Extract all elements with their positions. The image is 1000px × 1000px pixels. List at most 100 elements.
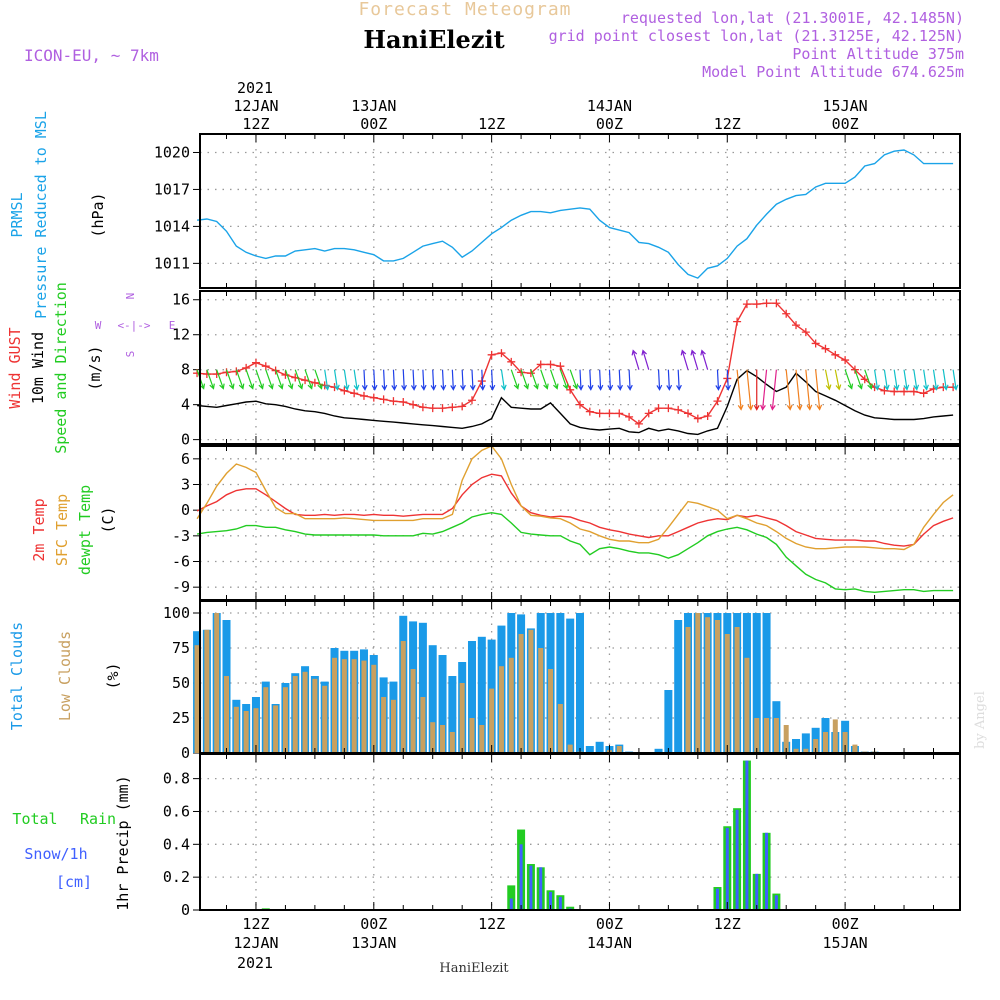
- total-cloud-bar: [556, 613, 565, 753]
- gust-marker: [310, 378, 319, 387]
- compass-north: N: [124, 293, 137, 300]
- snow-bar: [519, 844, 523, 910]
- top-hour-label: 00Z: [360, 115, 387, 133]
- gust-marker: [595, 409, 604, 418]
- snow-bar: [558, 896, 562, 910]
- low-cloud-bar: [214, 613, 220, 753]
- low-clouds-label: Low Clouds: [56, 631, 74, 721]
- meteogram-title: Forecast Meteogram: [358, 0, 571, 20]
- low-cloud-bar: [341, 659, 347, 753]
- gust-marker: [664, 404, 673, 413]
- wind-direction-arrow: [824, 369, 832, 391]
- gust-marker: [438, 404, 447, 413]
- wind-direction-arrow: [864, 369, 873, 390]
- wind-direction-arrow: [903, 369, 910, 391]
- wind-direction-arrow: [815, 369, 823, 411]
- snow-bar: [765, 832, 769, 910]
- wind-direction-arrow: [641, 349, 650, 370]
- gust-marker: [900, 387, 909, 396]
- low-cloud-bar: [194, 645, 200, 753]
- gust-marker: [576, 400, 584, 409]
- gust-marker: [713, 397, 722, 406]
- gust-marker: [379, 395, 388, 404]
- gust-marker: [566, 385, 575, 394]
- bottom-date-label: 14JAN: [587, 934, 632, 952]
- gust-marker: [409, 400, 418, 409]
- wind-direction-arrow: [294, 369, 304, 390]
- low-cloud-bar: [322, 685, 328, 753]
- top-hour-label: 12Z: [478, 115, 505, 133]
- bottom-hour-label: 12Z: [714, 915, 741, 933]
- ytick-label-pressure: 1017: [154, 180, 190, 198]
- compass-south: S: [124, 351, 137, 358]
- gust-marker: [359, 391, 368, 400]
- low-cloud-bar: [714, 620, 720, 753]
- gust-marker: [251, 358, 260, 367]
- temp-unit: (C): [99, 506, 117, 533]
- wind-direction-arrow: [676, 369, 682, 391]
- low-cloud-bar: [734, 627, 740, 753]
- gust-marker: [831, 350, 840, 359]
- low-cloud-bar: [410, 669, 416, 753]
- low-cloud-bar: [479, 725, 485, 753]
- wind-direction-arrow: [284, 369, 294, 390]
- low-cloud-bar: [793, 748, 799, 753]
- model-point-altitude: Model Point Altitude 674.625m: [702, 63, 964, 81]
- wind-direction-arrow: [666, 369, 673, 391]
- wind-direction-arrow: [304, 369, 314, 390]
- wind-direction-arrow: [760, 369, 768, 411]
- wind-direction-arrow: [626, 369, 633, 391]
- wind-direction-arrow: [469, 369, 476, 391]
- gust-marker: [880, 386, 889, 395]
- low-cloud-bar: [528, 629, 534, 753]
- compass-east: E: [169, 319, 176, 332]
- ytick-label-precipitation: 0.8: [163, 770, 190, 788]
- gust-marker: [369, 393, 378, 402]
- snow-unit-label: [cm]: [56, 873, 92, 891]
- wind-direction-arrow: [206, 369, 215, 390]
- low-cloud-bar: [243, 711, 249, 753]
- gust-marker: [399, 398, 408, 407]
- wind-label: 10m Wind: [29, 332, 47, 404]
- wind-direction-arrow: [275, 369, 284, 390]
- year-label-top: 2021: [237, 79, 273, 97]
- gust-marker: [222, 368, 231, 377]
- gust-marker: [644, 409, 653, 418]
- wind-direction-arrow: [343, 369, 350, 391]
- low-cloud-bar: [813, 739, 819, 753]
- wind-direction-arrow: [255, 369, 264, 390]
- gust-marker: [261, 362, 270, 371]
- total-cloud-bar: [418, 622, 427, 753]
- total-cloud-bar: [467, 641, 476, 753]
- ytick-label-precipitation: 0.2: [163, 868, 190, 886]
- gust-marker: [546, 360, 555, 369]
- low-cloud-bar: [233, 706, 239, 753]
- ytick-label-pressure: 1014: [154, 217, 190, 235]
- gust-marker: [585, 407, 594, 416]
- pressure-label-1: PRMSL: [8, 192, 26, 237]
- gust-marker: [841, 356, 850, 365]
- wind-direction-arrow: [597, 369, 604, 391]
- low-cloud-bar: [440, 725, 446, 753]
- ytick-label-wind: 12: [172, 326, 190, 344]
- wind-direction-arrow: [450, 369, 457, 391]
- total-cloud-bar: [792, 739, 801, 753]
- gust-marker: [782, 309, 791, 318]
- clouds-unit: (%): [104, 662, 122, 689]
- low-cloud-bar: [508, 657, 514, 753]
- low-cloud-bar: [469, 718, 475, 753]
- total-clouds-label: Total Clouds: [8, 622, 26, 730]
- low-cloud-bar: [548, 669, 554, 753]
- low-cloud-bar: [449, 732, 455, 753]
- gust-marker: [497, 349, 506, 358]
- low-cloud-bar: [616, 746, 622, 753]
- ytick-label-precipitation: 0: [181, 901, 190, 919]
- gust-marker: [625, 412, 634, 421]
- gust-marker: [536, 360, 545, 369]
- top-date-label: 14JAN: [587, 97, 632, 115]
- snow-bar: [755, 873, 759, 910]
- wind-direction-arrow: [361, 369, 368, 391]
- ytick-label-wind: 16: [172, 291, 190, 309]
- low-cloud-bar: [292, 676, 298, 753]
